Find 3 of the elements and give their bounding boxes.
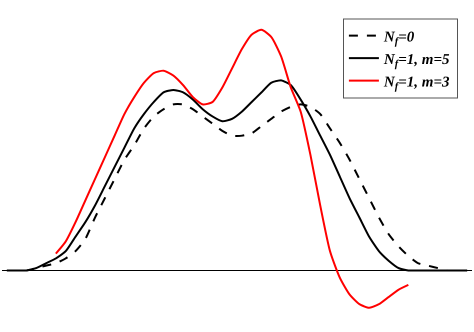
legend-label: N$_{f}$=1, m=5 (382, 52, 450, 70)
legend-label: N$_{f}$=1, m=3 (382, 74, 450, 93)
legend-label: N$_{f}$=0 (382, 30, 415, 48)
